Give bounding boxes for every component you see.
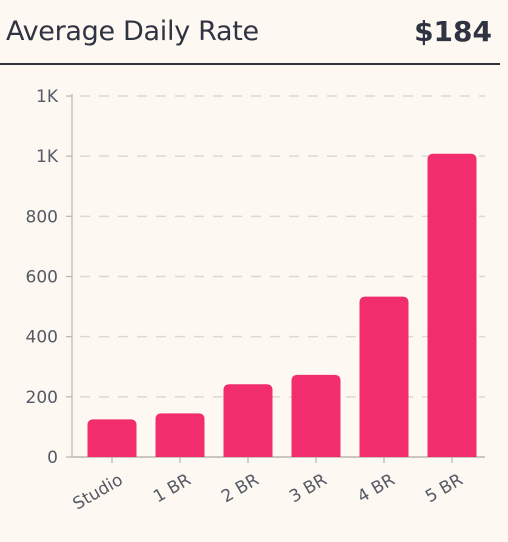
x-axis-ticks: Studio 1 BR 2 BR 3 BR 4 BR 5 BR (70, 457, 467, 514)
bar-5-br[interactable] (427, 153, 477, 457)
x-tick-label: 3 BR (286, 470, 331, 507)
gridlines (66, 94, 485, 458)
y-tick-label: 1K (36, 87, 59, 107)
y-tick-label: 200 (26, 388, 58, 408)
bar-1-br[interactable] (155, 413, 205, 457)
x-tick-label: 4 BR (354, 470, 399, 507)
x-tick-label: 5 BR (422, 470, 467, 507)
y-tick-label: 400 (26, 328, 58, 348)
bar-3-br[interactable] (291, 374, 341, 457)
bars (87, 153, 477, 457)
y-tick-label: 0 (47, 448, 58, 468)
x-tick-label: Studio (70, 470, 127, 514)
y-tick-label: 800 (26, 207, 58, 227)
chart-header: Average Daily Rate $184 (0, 0, 500, 65)
bar-studio[interactable] (87, 419, 137, 457)
y-tick-label: 1K (36, 147, 59, 167)
y-axis-ticks: 0 200 400 600 800 1K 1K (26, 87, 59, 468)
bar-4-br[interactable] (359, 296, 409, 457)
x-tick-label: 2 BR (218, 470, 263, 507)
average-rate-value: $184 (414, 15, 492, 48)
x-tick-label: 1 BR (150, 470, 195, 507)
y-tick-label: 600 (26, 268, 58, 288)
chart-title: Average Daily Rate (6, 16, 259, 47)
bar-2-br[interactable] (223, 384, 273, 457)
